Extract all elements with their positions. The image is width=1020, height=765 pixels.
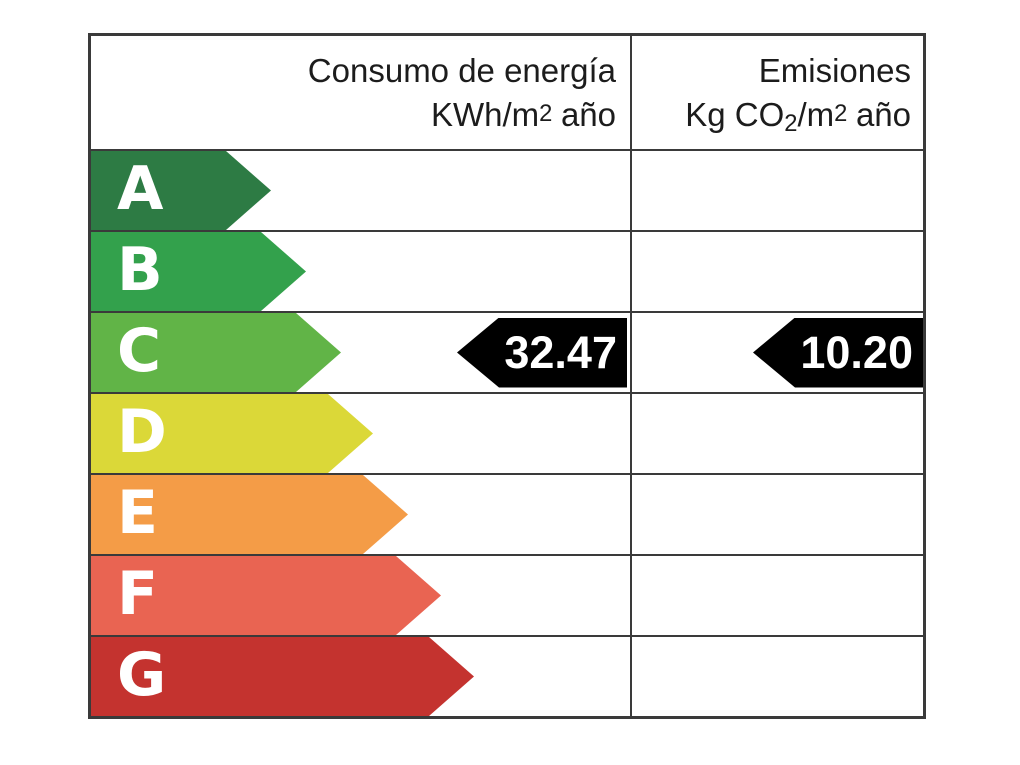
consumption-column-header: Consumo de energía KWh/m2 año bbox=[91, 36, 632, 149]
rating-row-a: A bbox=[91, 151, 923, 230]
rating-letter-a: A bbox=[117, 153, 164, 224]
rating-letter-b: B bbox=[117, 234, 163, 305]
superscript-2: 2 bbox=[539, 100, 553, 128]
rating-arrow-b: B bbox=[91, 232, 306, 311]
rating-arrow-d: D bbox=[91, 394, 373, 473]
emissions-value-arrow: 10.20 bbox=[753, 317, 923, 388]
rating-letter-d: D bbox=[117, 396, 167, 467]
consumption-header-line1: Consumo de energía bbox=[307, 51, 616, 89]
subscript-2: 2 bbox=[784, 109, 798, 137]
table-header: Consumo de energía KWh/m2 año Emisiones K… bbox=[91, 36, 923, 151]
rating-letter-e: E bbox=[117, 477, 158, 548]
rating-row-g: G bbox=[91, 635, 923, 716]
rating-letter-g: G bbox=[117, 639, 167, 710]
rating-row-c: C 32.47 10.20 bbox=[91, 311, 923, 392]
rating-arrow-e: E bbox=[91, 475, 408, 554]
rating-arrow-c: C bbox=[91, 313, 341, 392]
consumption-header-line2: KWh/m2 año bbox=[430, 95, 616, 133]
rating-letter-c: C bbox=[117, 315, 162, 386]
superscript-2: 2 bbox=[834, 100, 848, 128]
emissions-column-header: Emisiones Kg CO2/m2 año bbox=[632, 36, 923, 149]
rating-arrow-g: G bbox=[91, 637, 474, 716]
emissions-header-line1: Emisiones bbox=[758, 51, 911, 89]
rating-row-e: E bbox=[91, 473, 923, 554]
rating-arrow-a: A bbox=[91, 151, 271, 230]
emissions-header-line2: Kg CO2/m2 año bbox=[685, 95, 911, 137]
rating-row-b: B bbox=[91, 230, 923, 311]
consumption-value: 32.47 bbox=[504, 327, 617, 378]
rating-letter-f: F bbox=[117, 558, 158, 629]
rating-table: Consumo de energía KWh/m2 año Emisiones K… bbox=[88, 33, 926, 719]
rating-arrow-f: F bbox=[91, 556, 441, 635]
rating-row-d: D bbox=[91, 392, 923, 473]
rating-row-f: F bbox=[91, 554, 923, 635]
consumption-value-arrow: 32.47 bbox=[457, 317, 627, 388]
emissions-value: 10.20 bbox=[800, 327, 913, 378]
